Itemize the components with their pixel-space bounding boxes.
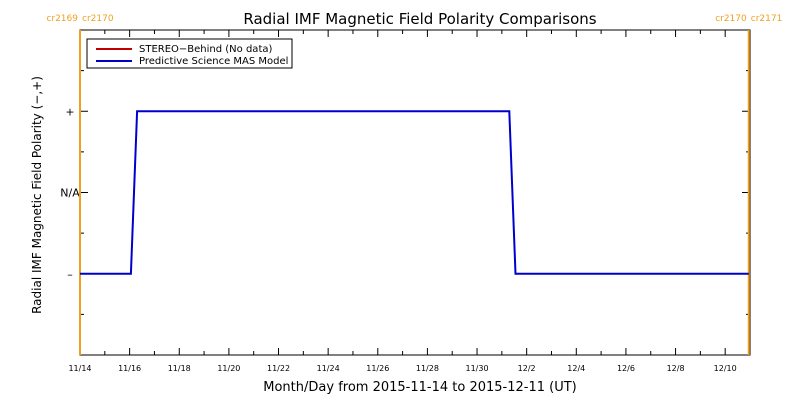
- x-tick-label: 11/26: [366, 364, 389, 373]
- x-tick-label: 12/10: [714, 364, 737, 373]
- legend-box: [86, 38, 293, 69]
- series-lines: [80, 110, 749, 275]
- carrington-label-before: cr2169: [46, 14, 78, 24]
- y-tick-label: N/A: [60, 187, 80, 200]
- legend-label-mas: Predictive Science MAS Model: [139, 56, 288, 67]
- x-tick-label: 12/6: [617, 364, 635, 373]
- x-tick-label: 12/8: [667, 364, 685, 373]
- carrington-labels: cr2169 cr2170 cr2170 cr2171: [46, 14, 782, 24]
- x-tick-label: 11/20: [217, 364, 240, 373]
- y-tick-label: +: [65, 105, 74, 118]
- x-axis-label: Month/Day from 2015-11-14 to 2015-12-11 …: [263, 380, 576, 395]
- y-tick-label: –: [67, 268, 73, 281]
- carrington-label-before: cr2170: [715, 14, 747, 24]
- legend: STEREO−Behind (No data) Predictive Scien…: [86, 38, 293, 69]
- x-tick-label: 11/22: [267, 364, 290, 373]
- x-tick-label: 12/4: [567, 364, 585, 373]
- carrington-markers: [79, 30, 750, 355]
- x-tick-label: 11/30: [466, 364, 489, 373]
- legend-label-stereo: STEREO−Behind (No data): [139, 44, 272, 55]
- x-tick-label: 11/16: [118, 364, 141, 373]
- y-axis-ticks: + N/A –: [60, 29, 750, 356]
- x-tick-label: 11/18: [168, 364, 191, 373]
- carrington-label-after: cr2170: [82, 14, 114, 24]
- x-tick-label: 11/14: [68, 364, 91, 373]
- y-axis-label: Radial IMF Magnetic Field Polarity (−,+): [30, 76, 44, 314]
- carrington-label-after: cr2171: [751, 14, 783, 24]
- series-line-mas-model: [80, 110, 749, 275]
- x-tick-label: 11/24: [317, 364, 340, 373]
- x-axis-ticks: 11/14 11/16 11/18 11/20 11/22 11/24 11/26 11/28…: [68, 30, 751, 373]
- x-tick-label: 11/28: [416, 364, 439, 373]
- x-tick-label: 12/2: [518, 364, 536, 373]
- chart-title: Radial IMF Magnetic Field Polarity Compa…: [243, 10, 596, 28]
- plot-area-frame: [79, 29, 751, 356]
